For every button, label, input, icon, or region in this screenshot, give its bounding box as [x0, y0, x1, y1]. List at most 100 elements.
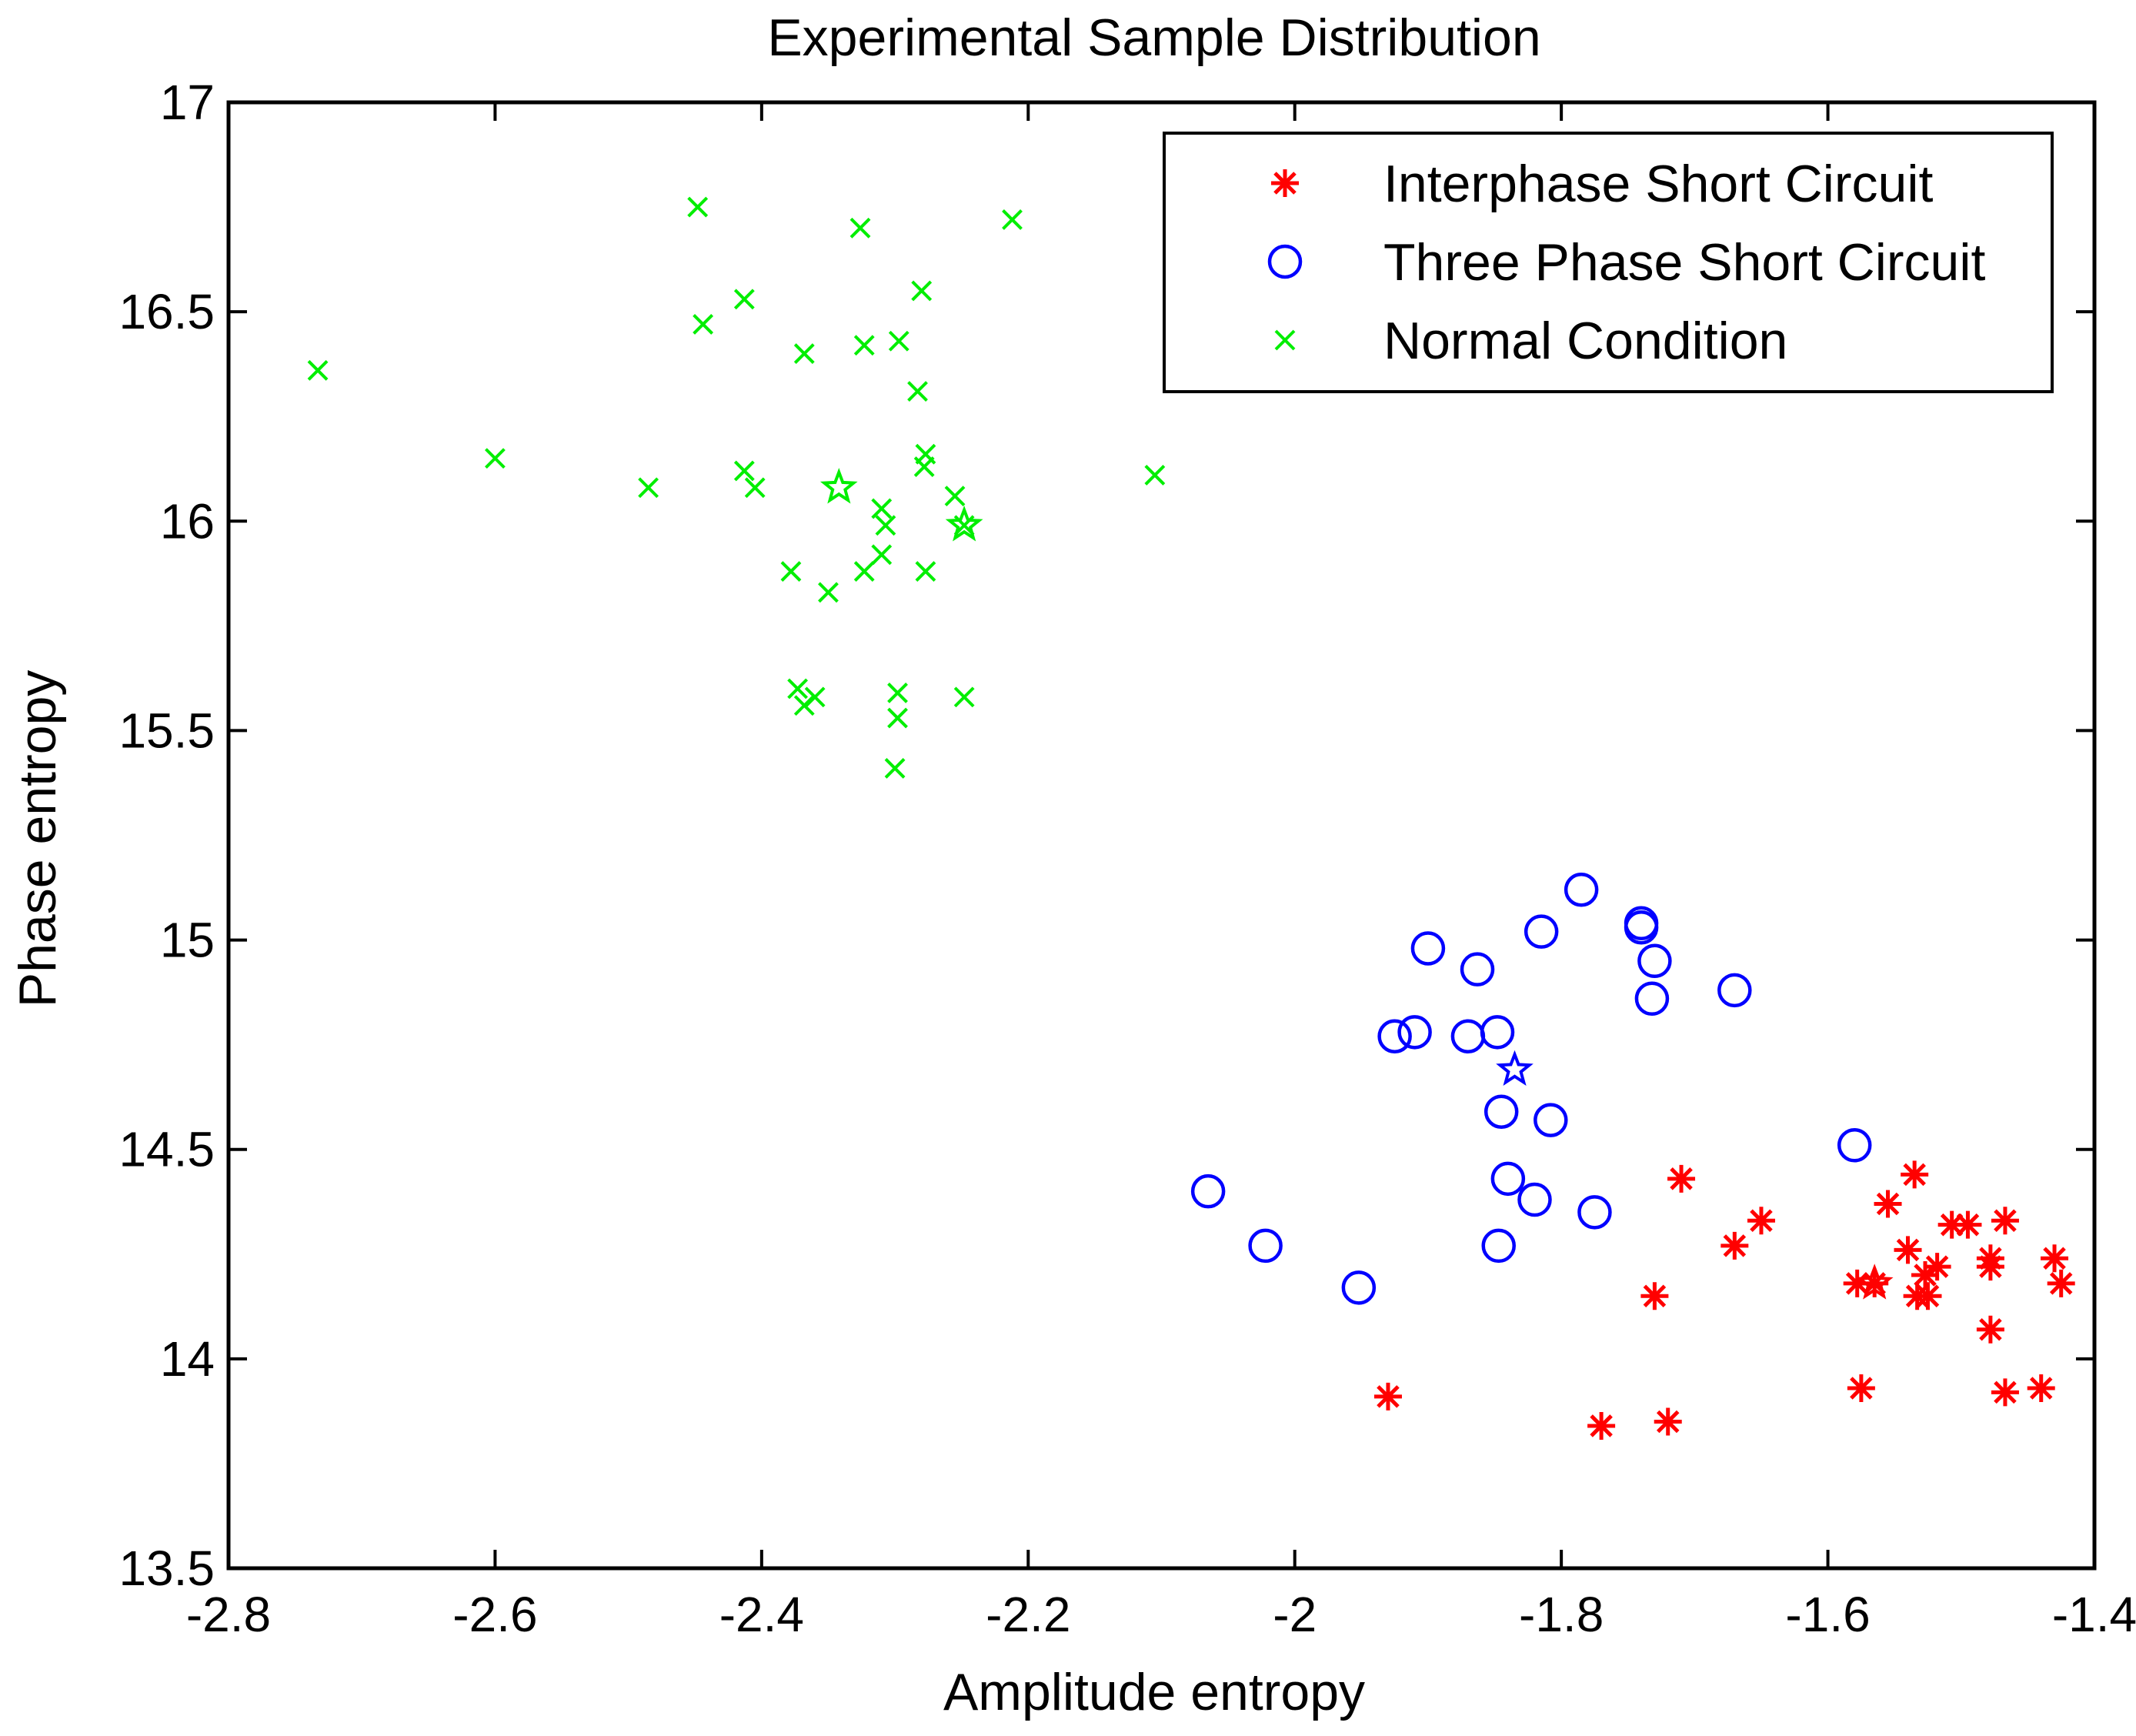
normal-point: [780, 561, 802, 583]
normal-point: [733, 289, 755, 310]
x-tick-label: -2.2: [986, 1587, 1070, 1642]
normal-point: [849, 217, 871, 239]
three-phase-point: [1564, 873, 1599, 907]
legend-symbol-interphase: [1271, 169, 1299, 197]
normal-point: [804, 686, 826, 708]
y-tick-label: 16: [160, 493, 215, 549]
normal-point: [871, 544, 893, 566]
three-phase-point: [1460, 952, 1495, 987]
interphase-point: [1914, 1282, 1942, 1310]
y-tick-label: 13.5: [118, 1541, 215, 1596]
three-phase-point: [1577, 1195, 1612, 1230]
three-phase-point: [1248, 1228, 1283, 1264]
legend-box: [1163, 132, 2054, 393]
three-phase-point: [1634, 981, 1670, 1017]
normal-point: [687, 196, 709, 218]
normal-point: [887, 707, 908, 729]
x-tick-label: -2.8: [186, 1587, 271, 1642]
interphase-point: [1654, 1407, 1682, 1436]
y-tick-label: 17: [160, 75, 215, 130]
interphase-point: [1874, 1190, 1902, 1218]
interphase-point: [1747, 1207, 1775, 1235]
legend-marker: [1274, 329, 1296, 351]
normal-point: [793, 695, 815, 716]
interphase-point: [2047, 1269, 2075, 1297]
interphase-point: [2027, 1374, 2055, 1402]
interphase-point: [1720, 1231, 1749, 1260]
legend-symbol-normal: [1274, 329, 1296, 351]
y-tick-label: 15: [160, 913, 215, 968]
y-tick-label: 14: [160, 1331, 215, 1387]
x-tick-label: -1.8: [1519, 1587, 1604, 1642]
centroid-star-marker: [1496, 1050, 1534, 1087]
x-axis: -2.8 -2.6 -2.4 -2.2 -2 -1.8 -1.6 -1.4: [186, 102, 2136, 1642]
normal-point: [907, 381, 928, 402]
normal-point: [1002, 209, 1023, 230]
interphase-point: [1976, 1253, 2004, 1281]
interphase-point: [1847, 1374, 1875, 1402]
interphase-point: [1894, 1236, 1922, 1264]
normal-point: [693, 314, 714, 335]
y-tick-label: 16.5: [118, 284, 215, 339]
normal-point: [744, 477, 766, 499]
legend-marker: [1267, 244, 1303, 279]
y-tick-label: 15.5: [118, 703, 215, 758]
interphase-point: [1587, 1411, 1616, 1440]
interphase-point: [1911, 1261, 1940, 1289]
normal-point: [307, 359, 329, 381]
x-axis-title: Amplitude entropy: [943, 1663, 1365, 1721]
interphase-point: [1861, 1269, 1889, 1297]
normal-point: [913, 456, 935, 477]
three-phase-point: [1480, 1015, 1515, 1050]
x-tick-label: -2.6: [452, 1587, 537, 1642]
interphase-point: [1937, 1210, 1966, 1239]
three-phase-point: [1484, 1094, 1519, 1129]
chart-title: Experimental Sample Distribution: [767, 8, 1540, 67]
three-phase-point: [1837, 1128, 1872, 1163]
normal-point: [944, 486, 966, 507]
centroid-star-marker: [1855, 1264, 1894, 1300]
normal-point: [485, 448, 506, 469]
normal-point: [638, 477, 659, 499]
x-tick-label: -1.4: [2052, 1587, 2136, 1642]
interphase-point: [1640, 1282, 1669, 1310]
three-phase-point: [1717, 973, 1752, 1008]
legend-label-normal: Normal Condition: [1383, 312, 1787, 370]
centroid-star-marker: [819, 468, 858, 504]
normal-point: [853, 561, 875, 583]
normal-point: [1144, 464, 1166, 486]
normal-point: [853, 335, 875, 356]
three-phase-point: [1524, 914, 1559, 949]
normal-point: [888, 330, 909, 352]
three-phase-point: [1490, 1161, 1526, 1197]
x-tick-label: -1.6: [1785, 1587, 1870, 1642]
three-phase-point: [1341, 1270, 1377, 1305]
data-points: [307, 196, 2075, 1440]
three-phase-point: [1481, 1228, 1516, 1264]
three-phase-point: [1410, 931, 1446, 966]
interphase-point: [1373, 1382, 1402, 1410]
interphase-point: [2041, 1244, 2069, 1273]
three-phase-point: [1517, 1182, 1552, 1217]
y-tick-label: 14.5: [118, 1122, 215, 1177]
x-tick-label: -2: [1273, 1587, 1317, 1642]
legend-label-interphase: Interphase Short Circuit: [1383, 155, 1933, 213]
normal-point: [884, 757, 906, 779]
normal-point: [953, 686, 975, 708]
interphase-point: [1901, 1160, 1929, 1189]
y-axis: 13.5 14 14.5 15 15.5 16 16.5 17: [118, 75, 2094, 1596]
three-phase-point: [1377, 1019, 1412, 1054]
three-phase-point: [1637, 943, 1672, 979]
normal-point: [887, 683, 908, 703]
interphase-point: [1923, 1253, 1951, 1281]
interphase-point: [1991, 1207, 2019, 1235]
three-phase-point: [1190, 1173, 1226, 1209]
interphase-point: [1667, 1164, 1696, 1193]
three-phase-point: [1534, 1103, 1568, 1137]
interphase-point: [1991, 1378, 2019, 1407]
legend: Interphase Short Circuit Three Phase Sho…: [1163, 132, 2054, 393]
normal-point: [911, 280, 933, 302]
normal-point: [818, 582, 839, 603]
normal-point: [733, 460, 755, 482]
